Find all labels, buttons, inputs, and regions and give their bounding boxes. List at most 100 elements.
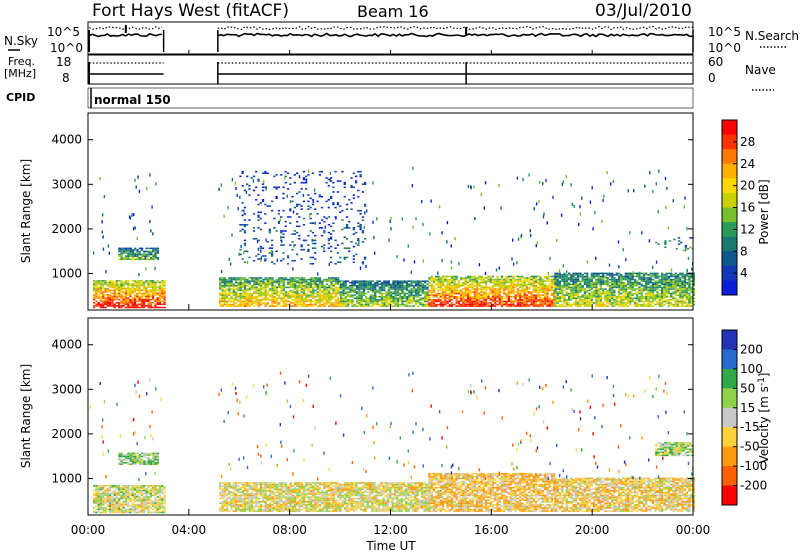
power-cell — [627, 294, 630, 296]
power-cell — [577, 297, 580, 300]
power-cell — [246, 278, 249, 281]
power-cell — [476, 280, 479, 282]
power-cell — [273, 280, 276, 282]
power-cell — [367, 291, 370, 293]
power-cell — [622, 305, 625, 307]
power-cell — [275, 300, 279, 303]
power-cell — [450, 244, 452, 248]
power-cell — [321, 291, 324, 293]
power-cell — [342, 294, 345, 296]
power-cell — [692, 300, 695, 303]
power-cell — [237, 277, 240, 279]
power-cell — [359, 209, 362, 212]
power-cell — [586, 283, 589, 286]
power-cell — [235, 302, 238, 304]
power-cell — [424, 305, 427, 307]
power-cell — [262, 294, 265, 296]
power-cell — [140, 303, 143, 306]
power-cell — [485, 305, 488, 307]
power-cell — [336, 202, 340, 204]
power-cell — [156, 294, 159, 296]
power-cell — [485, 289, 488, 292]
power-cell — [550, 281, 554, 284]
power-cell — [494, 303, 497, 306]
power-cell — [289, 280, 292, 282]
power-cell — [565, 305, 568, 307]
power-cell — [530, 277, 533, 279]
power-cell — [325, 181, 328, 184]
power-cell — [284, 296, 288, 298]
power-cell — [152, 306, 155, 309]
power-cell — [532, 280, 535, 282]
power-cell — [246, 296, 249, 298]
power-cell — [291, 305, 294, 307]
power-cell — [588, 297, 591, 300]
power-cell — [307, 205, 310, 207]
power-cell — [408, 292, 411, 295]
power-cell — [362, 305, 366, 307]
power-cell — [292, 267, 294, 271]
power-cell — [665, 291, 668, 293]
power-cell — [631, 299, 634, 301]
power-cell — [439, 296, 442, 298]
power-cell — [417, 296, 420, 298]
power-cell — [595, 288, 598, 290]
power-cell — [448, 278, 451, 281]
power-cell — [342, 291, 345, 293]
power-cell — [104, 294, 107, 296]
power-cell — [259, 285, 263, 287]
power-cell — [663, 292, 666, 295]
power-cell — [149, 219, 151, 224]
power-cell — [353, 288, 356, 290]
power-cell — [446, 300, 449, 303]
power-cell — [654, 285, 657, 287]
power-cell — [676, 274, 680, 276]
velocity-cell — [127, 499, 130, 501]
power-cell — [133, 298, 137, 301]
power-cell — [448, 286, 451, 289]
power-cell — [627, 302, 630, 304]
power-cell — [681, 283, 684, 286]
power-cell — [679, 292, 682, 295]
power-cell — [496, 283, 499, 286]
power-cell — [631, 281, 634, 284]
power-cell — [328, 300, 331, 303]
power-cell — [92, 251, 95, 255]
power-cell — [136, 283, 139, 285]
power-cell — [282, 209, 285, 212]
power-cell — [550, 292, 554, 295]
power-cell — [237, 303, 240, 306]
velocity-cell — [108, 485, 112, 487]
power-cell — [663, 277, 666, 279]
velocity-cell — [97, 500, 100, 503]
power-cell — [679, 297, 682, 300]
power-cell — [629, 294, 632, 296]
power-cell — [489, 305, 492, 307]
power-cell — [667, 277, 671, 279]
power-cell — [127, 305, 130, 307]
power-cell — [435, 288, 438, 290]
power-cell — [332, 305, 335, 307]
power-cell — [558, 296, 562, 298]
power-cell — [519, 299, 522, 301]
power-cell — [317, 272, 319, 276]
power-cell — [586, 296, 589, 298]
power-cell — [325, 303, 328, 306]
power-cell — [453, 303, 456, 306]
velocity-cell — [106, 485, 109, 487]
power-cell — [405, 299, 409, 301]
power-cell — [362, 292, 366, 295]
power-cell — [257, 277, 260, 279]
power-cell — [131, 255, 135, 257]
power-cell — [523, 288, 526, 290]
power-cell — [124, 303, 128, 306]
power-cell — [615, 272, 618, 275]
power-cell — [93, 291, 96, 293]
power-cell — [430, 299, 433, 301]
power-cell — [629, 274, 632, 276]
power-cell — [496, 292, 499, 295]
power-cell — [362, 285, 366, 287]
power-cell — [380, 297, 384, 300]
power-cell — [590, 300, 593, 303]
power-cell — [556, 296, 559, 298]
